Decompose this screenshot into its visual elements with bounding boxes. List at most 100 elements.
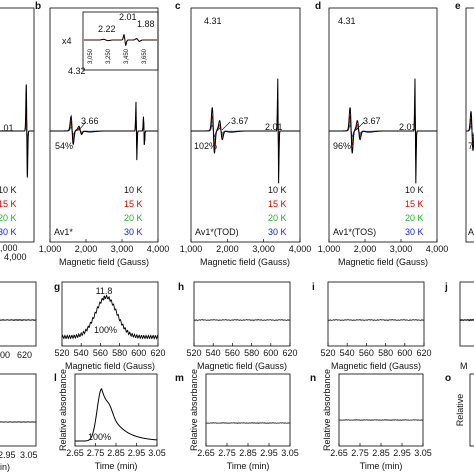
panel-b-legend-20k: 20 K xyxy=(124,213,143,223)
panel-j-xlabel: M xyxy=(460,361,468,371)
panel-l-trace xyxy=(75,388,158,442)
panel-a-legend-30k: 30 K xyxy=(0,227,17,237)
panel-a-spectra xyxy=(0,84,34,178)
panel-f-xtick-2: 620 xyxy=(17,350,32,360)
panel-b-legend-30k: 30 K xyxy=(124,227,143,237)
panel-b-inset-multiplier: x4 xyxy=(62,36,72,46)
ticks-i-label-1: 540 xyxy=(340,348,355,358)
ticks-m-label-0: 2.65 xyxy=(197,448,215,458)
ticks-g-label-4: 600 xyxy=(131,348,146,358)
panel-c-peak-1: 4.31 xyxy=(204,16,222,26)
ticks-h-label-5: 620 xyxy=(282,348,297,358)
ticks-b-label-3: 4,000 xyxy=(147,244,170,254)
panel-c-label: c xyxy=(175,1,181,12)
panel-d-label: d xyxy=(315,1,321,12)
ticks-l-label-4: 3.05 xyxy=(148,448,166,458)
panel-b-inset-peak-2: 2.01 xyxy=(119,12,137,22)
panel-i-trace xyxy=(327,319,425,321)
panel-d-legend-15k: 15 K xyxy=(405,199,424,209)
panel-g-label: g xyxy=(54,282,60,293)
inset-xtick-1: 3,250 xyxy=(106,48,112,64)
panel-b-xticks: 1,000 2,000 3,000 4,000 xyxy=(39,239,170,254)
panel-b-sample: Av1* xyxy=(54,227,73,237)
panel-b-inset-frame xyxy=(82,11,159,71)
panel-i-xticks: 520 540 560 580 600 620 xyxy=(320,343,432,358)
panel-b-xlabel: Magnetic field (Gauss) xyxy=(59,257,149,267)
panel-b-inset-xticks: 3,050 3,250 3,450 3,650 xyxy=(88,48,148,64)
panel-a-legend-15k: 15 K xyxy=(0,199,17,209)
panel-j-frame xyxy=(459,281,474,347)
ticks-d-label-0: 1,000 xyxy=(318,244,341,254)
panel-a-xtick-left: ,000 xyxy=(0,243,18,253)
panel-g-peak-label: 11.8 xyxy=(96,286,113,296)
panel-g-trace xyxy=(61,294,159,340)
panel-k-xlabel: in) xyxy=(0,462,10,472)
panel-d-peak-1: 4.31 xyxy=(338,16,356,26)
panel-l-percent: 100% xyxy=(88,432,111,442)
panel-k-xtick-2: 3.05 xyxy=(20,450,38,460)
panel-g-percent: 100% xyxy=(94,325,117,335)
panel-l: l Relative absorbance 100% 2.65 2.75 2.85 2… xyxy=(54,369,166,471)
ticks-i-label-4: 600 xyxy=(397,348,412,358)
panel-l-xlabel: Time (min) xyxy=(95,461,138,471)
panel-a-legend-20k: 20 K xyxy=(0,213,17,223)
ticks-n-label-0: 2.65 xyxy=(330,448,348,458)
panel-i-frame xyxy=(327,281,425,347)
ticks-l-label-2: 2.85 xyxy=(107,448,125,458)
panel-b-inset: x4 2.22 2.01 1.88 3,050 3,250 3,450 3,650 xyxy=(62,11,159,71)
ticks-i-label-0: 520 xyxy=(320,348,335,358)
ticks-m-label-3: 2.95 xyxy=(260,448,278,458)
panel-k-xtick-1: 2.95 xyxy=(0,450,16,460)
panel-c-frame xyxy=(190,7,301,243)
ticks-m-label-1: 2.75 xyxy=(218,448,236,458)
ticks-c-label-2: 3,000 xyxy=(252,244,275,254)
panel-n-xticks: 2.65 2.75 2.85 2.95 3.05 xyxy=(330,443,432,458)
panel-c-sample: Av1*(TOD) xyxy=(195,227,239,237)
panel-e-frame xyxy=(465,7,474,243)
ticks-n-label-3: 2.95 xyxy=(393,448,411,458)
panel-b-percent: 54% xyxy=(55,141,73,151)
ticks-h-label-4: 600 xyxy=(263,348,278,358)
panel-b-legend-10k: 10 K xyxy=(124,185,143,195)
panel-b-peak-2: 3.66 xyxy=(81,116,99,126)
panel-m-xlabel: Time (min) xyxy=(227,461,270,471)
panel-b-inset-peak-3: 1.88 xyxy=(137,19,155,29)
panel-b-inset-peak-1: 2.22 xyxy=(98,24,116,34)
panel-d-peak-2: 3.67 xyxy=(363,116,381,126)
ticks-m-label-4: 3.05 xyxy=(281,448,299,458)
panel-m-xticks: 2.65 2.75 2.85 2.95 3.05 xyxy=(197,443,299,458)
ticks-l-label-0: 2.65 xyxy=(66,448,84,458)
panel-d-percent: 96% xyxy=(333,141,351,151)
panel-d-frame xyxy=(328,7,438,243)
panel-b-spectra xyxy=(50,101,158,161)
ticks-d-label-3: 4,000 xyxy=(426,244,449,254)
panel-c-legend-15k: 15 K xyxy=(268,199,287,209)
ticks-h-label-3: 580 xyxy=(244,348,259,358)
panel-d-peak-3: 2.01 xyxy=(399,122,417,132)
panel-k: 2.95 3.05 in) xyxy=(0,373,38,472)
ticks-b-label-2: 3,000 xyxy=(111,244,134,254)
ticks-b-label-1: 2,000 xyxy=(75,244,98,254)
panel-g: g 11.8 100% 520 540 560 580 600 620 Magnetic … xyxy=(54,281,166,371)
ticks-g-label-0: 520 xyxy=(54,348,69,358)
panel-c-legend-10k: 10 K xyxy=(268,185,287,195)
panel-a-xtick-right: 4,000 xyxy=(4,252,27,262)
ticks-n-label-4: 3.05 xyxy=(414,448,432,458)
ticks-h-label-0: 520 xyxy=(186,348,201,358)
panel-l-label: l xyxy=(54,373,57,384)
ticks-d-label-1: 2,000 xyxy=(354,244,377,254)
panel-n-label: n xyxy=(310,373,316,384)
panel-c-xticks: 1,000 2,000 3,000 4,000 xyxy=(180,239,312,254)
panel-h-frame xyxy=(193,281,291,347)
panel-n: n Relative absorbance 2.65 2.75 2.85 2.95 3.… xyxy=(310,369,432,471)
ticks-c-label-0: 1,000 xyxy=(180,244,203,254)
panel-o: o Relative xyxy=(445,373,474,447)
panel-g-xlabel: Magnetic field (Gauss) xyxy=(65,361,155,371)
panel-d: d 4.31 3.67 2.01 96% 10 K 15 K 20 K 30 K… xyxy=(315,1,448,267)
panel-c-spectra xyxy=(191,78,300,184)
panel-i: i 520 540 560 580 600 620 Magnetic field (Gau… xyxy=(312,281,432,371)
ticks-c-label-3: 4,000 xyxy=(289,244,312,254)
panel-d-legend-20k: 20 K xyxy=(405,213,424,223)
ticks-m-label-2: 2.85 xyxy=(239,448,257,458)
ticks-l-label-1: 2.75 xyxy=(87,448,105,458)
